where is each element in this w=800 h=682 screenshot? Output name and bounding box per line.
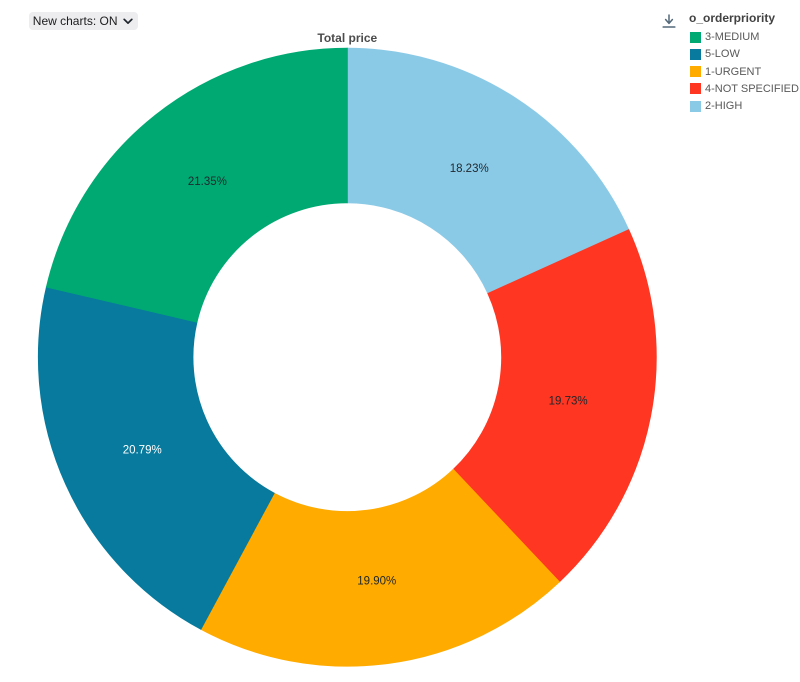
svg-text:21.35%: 21.35% — [188, 176, 227, 188]
svg-text:20.79%: 20.79% — [123, 445, 162, 457]
svg-text:19.90%: 19.90% — [357, 575, 396, 587]
svg-text:18.23%: 18.23% — [450, 163, 489, 175]
svg-text:Total price: Total price — [317, 31, 377, 45]
svg-text:19.73%: 19.73% — [549, 396, 588, 408]
